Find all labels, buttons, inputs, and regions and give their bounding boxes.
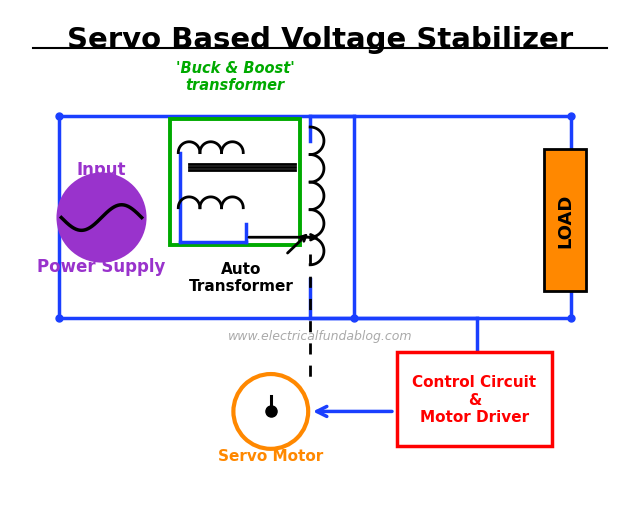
Circle shape: [234, 374, 308, 449]
Text: Auto
Transformer: Auto Transformer: [189, 262, 294, 294]
Text: LOAD: LOAD: [556, 193, 574, 248]
Bar: [397, 352, 552, 446]
Text: Power Supply: Power Supply: [37, 257, 166, 275]
Bar: [170, 120, 300, 245]
Text: Servo Based Voltage Stabilizer: Servo Based Voltage Stabilizer: [67, 26, 573, 54]
Text: Input: Input: [77, 161, 126, 179]
Text: Control Circuit
&
Motor Driver: Control Circuit & Motor Driver: [412, 375, 536, 424]
Text: www.electricalfundablog.com: www.electricalfundablog.com: [228, 329, 412, 342]
Text: 'Buck & Boost'
transformer: 'Buck & Boost' transformer: [176, 61, 295, 93]
Circle shape: [58, 175, 145, 262]
Bar: [545, 149, 586, 292]
Text: Servo Motor: Servo Motor: [218, 448, 323, 463]
